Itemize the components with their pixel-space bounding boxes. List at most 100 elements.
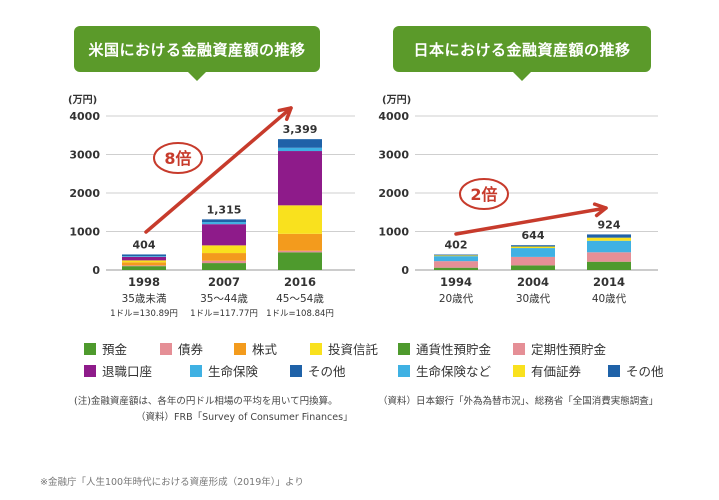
us-chart-title: 米国における金融資産額の推移 bbox=[74, 26, 320, 81]
us-chart-panel: 米国における金融資産額の推移 (万円) 0 1000 2000 3000 4000 404 1… bbox=[10, 0, 378, 440]
us-bar-segment bbox=[122, 260, 166, 263]
jp-x-tick: 2004 bbox=[517, 275, 549, 289]
jp-x-sublabel: 20歳代 bbox=[439, 293, 474, 305]
jp-bar-segment bbox=[587, 234, 631, 238]
us-legend-swatch bbox=[190, 364, 202, 377]
jp-legend-item: その他 bbox=[608, 361, 664, 380]
jp-x-sublabel: 40歳代 bbox=[592, 293, 627, 305]
us-bar-segment bbox=[278, 252, 322, 270]
us-growth-arrow-head bbox=[277, 106, 293, 121]
jp-legend-swatch bbox=[513, 342, 525, 355]
us-x-rate-note: 1ドル=117.77円 bbox=[190, 309, 258, 319]
jp-x-tick: 1994 bbox=[440, 275, 472, 289]
jp-bar-segment bbox=[434, 254, 478, 256]
jp-bar-segment bbox=[511, 265, 555, 270]
us-bar-segment bbox=[122, 266, 166, 270]
jp-total-label: 402 bbox=[445, 239, 468, 252]
jp-bar-segment bbox=[511, 245, 555, 247]
jp-bar-segment bbox=[511, 248, 555, 257]
us-legend-item: 株式 bbox=[234, 339, 277, 358]
us-legend-label: 生命保険 bbox=[208, 364, 259, 379]
jp-growth-arrow bbox=[454, 206, 608, 236]
us-legend-label: その他 bbox=[308, 364, 346, 379]
jp-legend-label: 通貨性預貯金 bbox=[416, 342, 492, 357]
us-legend-label: 預金 bbox=[102, 342, 128, 357]
jp-bar-segment bbox=[434, 256, 478, 262]
us-x-sublabel: 45～54歳 bbox=[276, 293, 324, 305]
us-legend-swatch bbox=[290, 364, 302, 377]
us-legend-label: 株式 bbox=[252, 342, 278, 357]
us-legend-swatch bbox=[160, 342, 172, 355]
us-bar-segment bbox=[202, 222, 246, 225]
us-x-rate-note: 1ドル=108.84円 bbox=[266, 309, 334, 319]
us-legend-label: 投資信託 bbox=[328, 342, 379, 357]
jp-chart-title: 日本における金融資産額の推移 bbox=[393, 26, 651, 81]
jp-legend-label: 有価証券 bbox=[531, 364, 582, 379]
us-legend-item: 生命保険 bbox=[190, 361, 258, 380]
jp-bar-segment bbox=[511, 246, 555, 249]
jp-stacked-bar-chart: (万円) 0 1000 2000 3000 4000 402 1994 20歳代 644 2004 3… bbox=[378, 94, 658, 305]
us-x-sublabel: 35～44歳 bbox=[200, 293, 248, 305]
jp-growth-badge bbox=[459, 178, 509, 210]
us-bar-segment bbox=[278, 205, 322, 234]
jp-legend-swatch bbox=[608, 364, 620, 377]
us-x-rate-note: 1ドル=130.89円 bbox=[110, 309, 178, 319]
jp-y-tick: 1000 bbox=[378, 226, 409, 239]
jp-legend-swatch bbox=[398, 364, 410, 377]
jp-x-sublabel: 30歳代 bbox=[516, 293, 551, 305]
jp-legend-item: 定期性預貯金 bbox=[513, 339, 606, 358]
us-bar-segment bbox=[122, 265, 166, 267]
jp-x-tick: 2014 bbox=[593, 275, 625, 289]
jp-note-source: （資料）日本銀行「外為為替市況」、総務省「全国消費実態調査」 bbox=[378, 396, 659, 407]
us-legend-item: 退職口座 bbox=[84, 361, 152, 380]
us-bar-segment bbox=[202, 219, 246, 223]
us-y-tick: 2000 bbox=[69, 187, 100, 200]
jp-y-tick: 2000 bbox=[378, 187, 409, 200]
us-legend-swatch bbox=[84, 342, 96, 355]
us-legend-item: 投資信託 bbox=[310, 339, 378, 358]
us-bar-segment bbox=[202, 260, 246, 264]
us-stacked-bar-chart: (万円) 0 1000 2000 3000 4000 404 1998 35歳未満 1ドル=130… bbox=[68, 94, 355, 319]
jp-bar-segment bbox=[511, 256, 555, 266]
us-bar-segment bbox=[202, 253, 246, 261]
jp-y-tick: 0 bbox=[401, 264, 409, 277]
us-bar-segment bbox=[278, 233, 322, 251]
us-legend-item: 預金 bbox=[84, 339, 127, 358]
us-legend-item: 債券 bbox=[160, 339, 203, 358]
jp-legend-label: 定期性預貯金 bbox=[531, 342, 607, 357]
us-note: (注)金融資産額は、各年の円ドル相場の平均を用いて円換算。 （資料）FRB「Su… bbox=[74, 394, 353, 426]
us-bar-segment bbox=[278, 139, 322, 148]
us-legend-swatch bbox=[234, 342, 246, 355]
source-note: ※金融庁「人生100年時代における資産形成（2019年）」より bbox=[40, 477, 304, 488]
jp-legend-label: 生命保険など bbox=[416, 364, 492, 379]
jp-y-tick: 4000 bbox=[378, 110, 409, 123]
us-x-tick: 2007 bbox=[208, 275, 240, 289]
us-growth-arrow bbox=[144, 106, 293, 234]
us-legend-item: その他 bbox=[290, 361, 346, 380]
us-bar-segment bbox=[278, 250, 322, 253]
us-legend-label: 退職口座 bbox=[102, 364, 153, 379]
us-bar-segment bbox=[122, 256, 166, 261]
us-y-tick: 4000 bbox=[69, 110, 100, 123]
jp-chart-panel: 日本における金融資産額の推移 (万円) 0 1000 2000 3000 4000 402 1… bbox=[368, 0, 713, 440]
jp-bar-segment bbox=[587, 237, 631, 241]
jp-bar-segment bbox=[434, 267, 478, 270]
us-total-label: 1,315 bbox=[207, 203, 242, 216]
us-bar-segment bbox=[122, 262, 166, 266]
us-note-conversion: (注)金融資産額は、各年の円ドル相場の平均を用いて円換算。 bbox=[74, 396, 338, 407]
us-total-label: 404 bbox=[133, 238, 156, 251]
us-note-source: （資料）FRB「Survey of Consumer Finances」 bbox=[136, 412, 353, 423]
jp-legend-label: その他 bbox=[626, 364, 664, 379]
us-legend-swatch bbox=[310, 342, 322, 355]
us-growth-badge bbox=[153, 142, 203, 174]
us-bar-segment bbox=[122, 256, 166, 257]
jp-y-tick: 3000 bbox=[378, 149, 409, 162]
us-total-label: 3,399 bbox=[283, 123, 318, 136]
jp-y-unit: (万円) bbox=[382, 94, 411, 106]
us-bar-segment bbox=[202, 224, 246, 246]
jp-bar-segment bbox=[587, 240, 631, 253]
us-bar-segment bbox=[202, 263, 246, 270]
us-growth-badge-label: 8倍 bbox=[164, 149, 191, 168]
us-legend-label: 債券 bbox=[178, 342, 204, 357]
jp-bar-segment bbox=[587, 261, 631, 270]
